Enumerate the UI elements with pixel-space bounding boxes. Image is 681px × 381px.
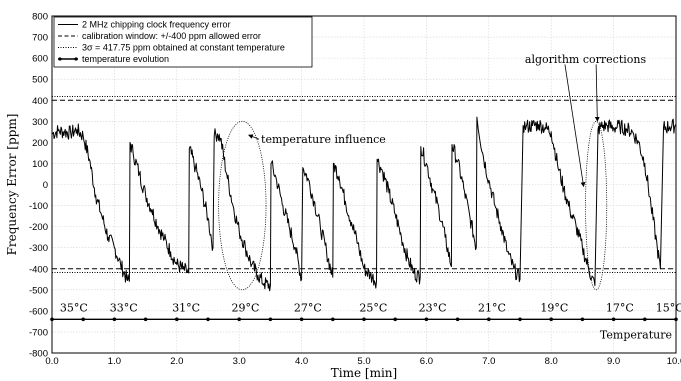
- temperature-marker: [487, 317, 491, 322]
- y-tick-label: -300: [29, 243, 48, 254]
- y-tick-label: 400: [32, 96, 48, 107]
- temperature-marker: [643, 317, 647, 322]
- legend-label: 2 MHz chipping clock frequency error: [82, 20, 231, 30]
- x-tick-label: 9.0: [607, 356, 620, 367]
- temperature-marker: [81, 317, 85, 322]
- annotation-arrow: [594, 64, 600, 122]
- x-axis-label: Time [min]: [331, 366, 397, 380]
- temperature-marker: [112, 317, 117, 322]
- legend-marker: [74, 57, 78, 61]
- x-tick-label: 7.0: [482, 356, 495, 367]
- temperature-label: 15°C: [656, 301, 681, 314]
- temperature-marker: [455, 317, 460, 322]
- plot-frame: [51, 15, 677, 354]
- y-tick-label: 700: [32, 33, 48, 44]
- temperature-marker: [362, 317, 366, 322]
- temperature-marker: [393, 317, 398, 322]
- x-tick-label: 0.0: [45, 356, 58, 367]
- x-tick-label: 4.0: [295, 356, 308, 367]
- temperature-marker: [518, 317, 522, 322]
- temperature-marker: [237, 317, 241, 322]
- y-tick-label: 200: [32, 138, 48, 149]
- y-tick-label: 500: [32, 75, 48, 86]
- temperature-marker: [268, 317, 273, 322]
- y-axis-label: Frequency Error [ppm]: [5, 114, 19, 256]
- annotation-algorithm-corrections: algorithm corrections: [525, 53, 647, 66]
- x-tick-label: 6.0: [420, 356, 433, 367]
- y-tick-label: -100: [29, 201, 48, 212]
- temperature-evolution: 35°C 33°C 31°C 29°C 27°C 25°C 23°C 21°C 19°C 17°C…: [50, 301, 681, 341]
- legend-label: temperature evolution: [82, 54, 169, 64]
- x-tick-label: 10.0: [667, 356, 681, 367]
- y-tick-label: 800: [32, 12, 48, 23]
- y-tick-label: 100: [32, 159, 48, 170]
- y-tick-labels: -800 -700 -600 -500 -400 -300 -200 -100 0 100 200 3…: [29, 12, 48, 360]
- temperature-label: 29°C: [231, 301, 259, 314]
- highlight-ellipse: [218, 120, 267, 291]
- y-tick-label: -600: [29, 306, 48, 317]
- y-tick-label: -400: [29, 264, 48, 275]
- temperature-label: 27°C: [294, 301, 322, 314]
- legend-label: calibration window: +/-400 ppm allowed e…: [82, 31, 261, 41]
- temperature-label: 35°C: [60, 301, 88, 314]
- frequency-error-line: [51, 116, 677, 292]
- legend-marker: [58, 57, 62, 61]
- temperature-label: 31°C: [172, 301, 200, 314]
- temperature-label: 33°C: [110, 301, 138, 314]
- temperature-marker: [143, 317, 148, 322]
- annotations: temperature influence algorithm correctio…: [248, 53, 647, 188]
- temperature-marker: [549, 317, 553, 322]
- y-tick-label: -800: [29, 349, 48, 360]
- y-tick-label: 300: [32, 117, 48, 128]
- y-tick-label: -200: [29, 222, 48, 233]
- annotation-temperature-influence: temperature influence: [261, 133, 386, 146]
- y-tick-label: -700: [29, 327, 48, 338]
- legend-label: 3σ = 417.75 ppm obtained at constant tem…: [82, 43, 285, 53]
- x-tick-label: 2.0: [170, 356, 183, 367]
- temperature-marker: [580, 317, 585, 322]
- annotation-arrow: [564, 64, 586, 188]
- y-tick-label: 600: [32, 54, 48, 65]
- x-tick-label: 5.0: [357, 356, 370, 367]
- temperature-marker: [424, 317, 429, 322]
- temperature-label: 21°C: [478, 301, 506, 314]
- temperature-marker: [299, 317, 304, 322]
- temperature-label: 25°C: [359, 301, 387, 314]
- frequency-error-series: [51, 116, 677, 292]
- x-tick-labels: 0.0 1.0 2.0 3.0 4.0 5.0 6.0 7.0 8.0 9.0 10.0: [45, 356, 681, 367]
- legend-box: [53, 16, 313, 68]
- x-tick-label: 3.0: [233, 356, 246, 367]
- temperature-marker: [175, 317, 179, 322]
- temperature-axis-label: Temperature: [600, 328, 672, 341]
- legend: 2 MHz chipping clock frequency errorcali…: [53, 16, 313, 68]
- y-tick-label: 0: [43, 180, 48, 191]
- temperature-label: 17°C: [606, 301, 634, 314]
- x-tick-label: 1.0: [108, 356, 121, 367]
- temperature-marker: [331, 317, 335, 322]
- temperature-marker: [206, 317, 210, 322]
- annotation-arrow: [248, 134, 260, 140]
- temperature-label: 23°C: [419, 301, 447, 314]
- temperature-marker: [611, 317, 616, 322]
- y-tick-label: -500: [29, 285, 48, 296]
- temperature-label: 19°C: [540, 301, 568, 314]
- x-tick-label: 8.0: [545, 356, 558, 367]
